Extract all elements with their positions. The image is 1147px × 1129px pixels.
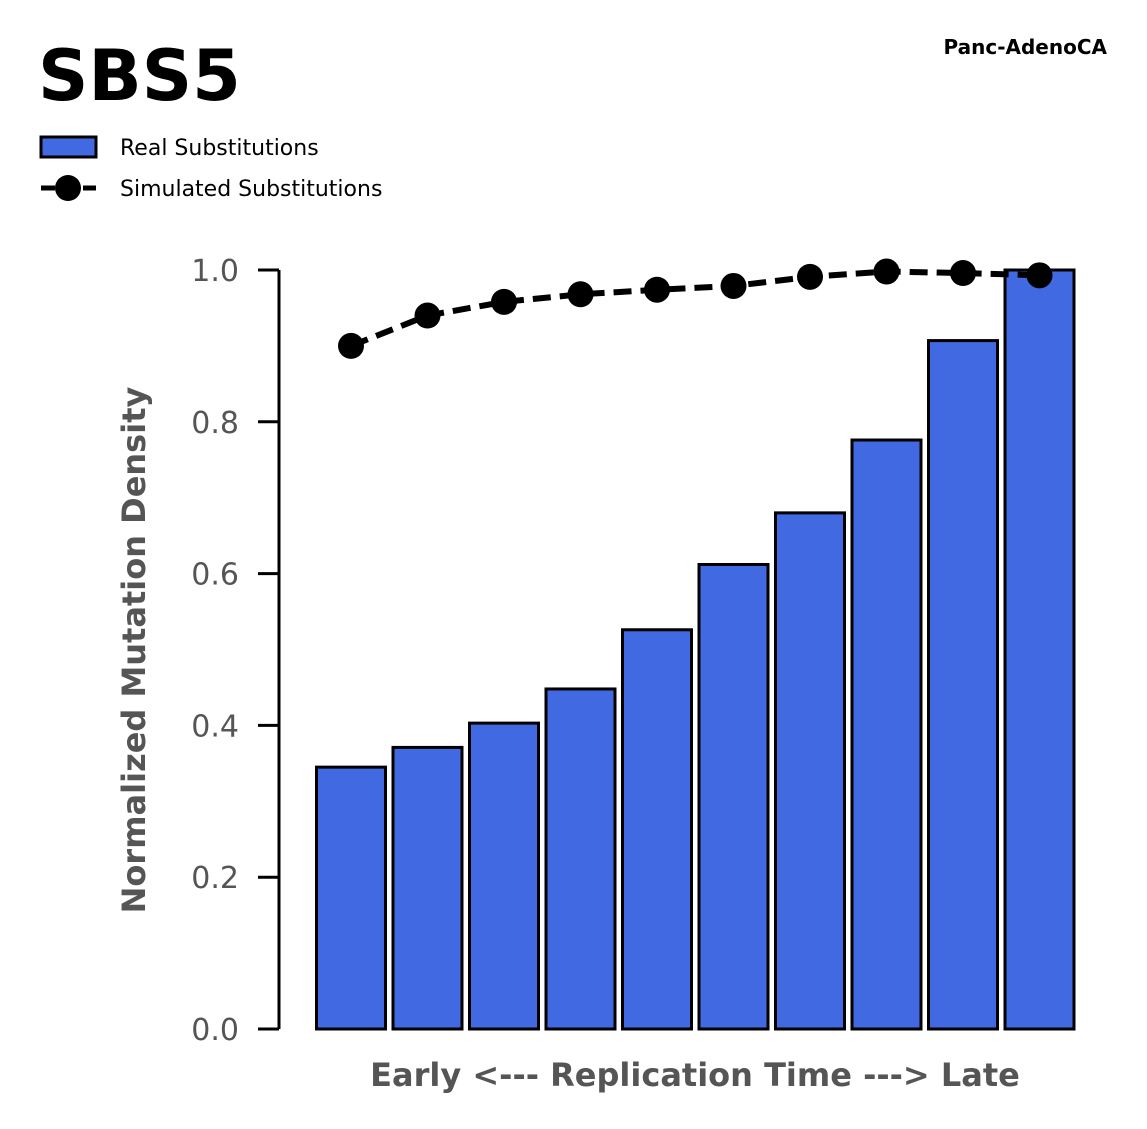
y-axis-label: Normalized Mutation Density bbox=[115, 387, 153, 914]
simulated-point bbox=[414, 302, 441, 329]
simulated-point bbox=[873, 258, 900, 285]
x-axis-label: Early <--- Replication Time ---> Late bbox=[370, 1056, 1020, 1094]
chart-title: SBS5 bbox=[38, 35, 241, 117]
bar-real-substitutions bbox=[315, 765, 387, 1031]
bar-real-substitutions bbox=[850, 438, 923, 1031]
y-tick-label: 1.0 bbox=[191, 254, 239, 289]
simulated-point bbox=[950, 260, 976, 287]
simulated-line bbox=[349, 268, 1040, 349]
y-tick-label: 0.0 bbox=[191, 1013, 239, 1048]
bar-real-substitutions bbox=[391, 745, 464, 1031]
simulated-point bbox=[567, 281, 594, 308]
bar-real-substitutions bbox=[1003, 268, 1076, 1031]
bar-real-substitutions bbox=[774, 511, 846, 1031]
legend-label-real: Real Substitutions bbox=[120, 136, 319, 161]
bar-real-substitutions bbox=[621, 628, 693, 1031]
legend: Real Substitutions Simulated Substitutio… bbox=[39, 135, 382, 202]
simulated-point bbox=[797, 263, 823, 290]
y-tick-label: 0.4 bbox=[191, 709, 239, 744]
simulated-point bbox=[1026, 262, 1053, 289]
simulated-point bbox=[491, 288, 517, 315]
simulated-line-series bbox=[338, 258, 1053, 359]
y-tick-label: 0.8 bbox=[191, 406, 239, 441]
simulated-point bbox=[644, 276, 670, 303]
bar-real-substitutions bbox=[927, 339, 999, 1031]
bar-real-substitutions bbox=[697, 562, 770, 1031]
y-tick-label: 0.2 bbox=[191, 861, 239, 896]
bar-real-substitutions bbox=[468, 721, 540, 1031]
simulated-point bbox=[338, 332, 364, 359]
chart-subtitle: Panc-AdenoCA bbox=[943, 35, 1107, 59]
legend-label-simulated: Simulated Substitutions bbox=[120, 177, 382, 202]
bar-real-substitutions bbox=[544, 687, 617, 1031]
y-tick-label: 0.6 bbox=[191, 558, 239, 593]
simulated-point bbox=[720, 272, 747, 299]
bars bbox=[315, 268, 1076, 1031]
legend-bar-swatch bbox=[39, 135, 98, 159]
y-axis: 0.0 0.2 0.4 0.6 0.8 1.0 bbox=[191, 254, 281, 1048]
legend-marker-swatch bbox=[55, 175, 81, 201]
